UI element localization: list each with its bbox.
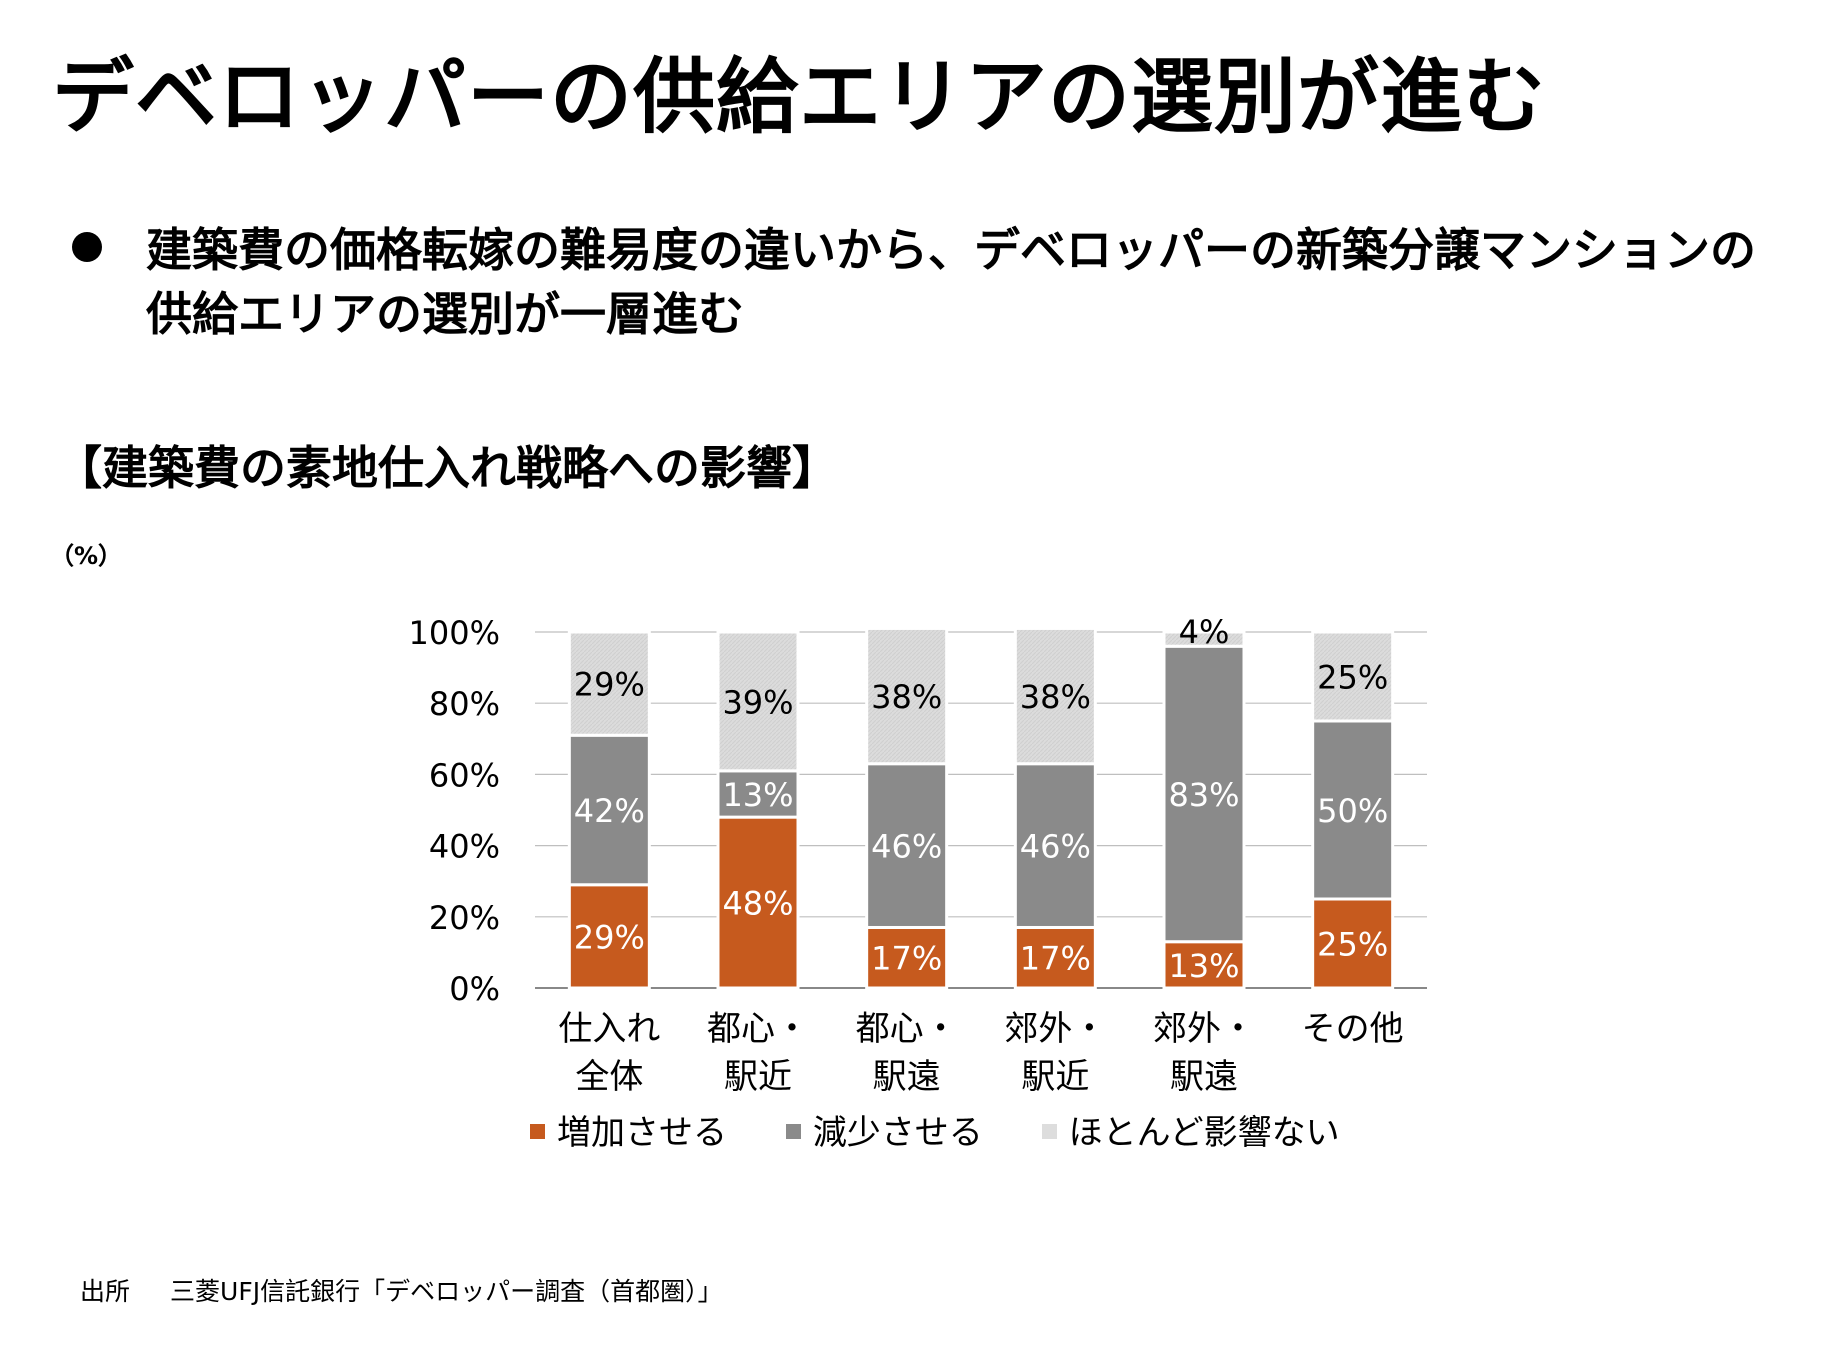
data-label: 38% [871,678,942,716]
y-tick-label: 100% [409,614,500,652]
category-label: 仕入れ [558,1009,660,1049]
data-label: 13% [722,776,793,814]
y-axis: 0% 20% 40% 60% 80% 100% [409,614,500,1008]
legend-label-increase: 増加させる [557,1113,727,1153]
category-label: 駅遠 [1170,1057,1238,1097]
category-label: 駅近 [1021,1057,1089,1097]
bar-segment-no-effect [1311,630,1395,723]
bar-segment-no-effect [1013,626,1097,766]
bar-segment-increase [716,815,800,990]
bar-segment-no-effect [567,630,651,737]
category-label: 都心・ [856,1009,958,1049]
category-label: 駅遠 [873,1057,941,1097]
source-note: 出所 三菱UFJ信託銀行「デベロッパー調査（首都圏）」 [80,1272,723,1308]
legend-swatch-decrease [785,1124,801,1139]
data-label: 29% [574,918,645,956]
legend-item-decrease: 減少させる [785,1105,983,1154]
category-label: 都心・ [707,1009,809,1049]
bar-segment-no-effect [865,626,949,766]
legend-item-no-effect: ほとんど影響ない [1041,1105,1340,1154]
bar-segment-decrease [1162,644,1246,944]
legend-label-no-effect: ほとんど影響ない [1068,1113,1340,1153]
data-label: 38% [1020,678,1091,716]
legend-item-increase: 増加させる [530,1105,727,1154]
bars: 29% 42% 29% 48% 13% 39% 17% 46% 38% 17% 46% 38% 13% 8… [567,613,1395,990]
data-label: 4% [1179,613,1230,651]
bullet-point: 建築費の価格転嫁の難易度の違いから、デベロッパーの新築分譲マンションの供給エリア… [72,218,1792,346]
data-label: 17% [871,940,942,978]
legend-swatch-no-effect [1041,1124,1057,1139]
page-title: デベロッパーの供給エリアの選別が進む [52,50,1547,145]
y-tick-label: 20% [429,899,500,937]
data-label: 42% [574,792,645,830]
grid-lines [535,631,1427,989]
data-label: 13% [1168,947,1239,985]
data-label: 39% [722,683,793,721]
bar-segment-no-effect [716,630,800,773]
category-label: 駅近 [724,1057,792,1097]
data-label: 46% [871,828,942,866]
chart-title: 【建築費の素地仕入れ戦略への影響】 [56,441,838,495]
category-label: 郊外・ [1153,1009,1255,1049]
bar-segment-decrease [1311,719,1395,901]
y-tick-label: 0% [449,970,500,1008]
data-label: 17% [1020,940,1091,978]
legend: 増加させる 減少させる ほとんど影響ない [530,1105,1388,1154]
data-label: 25% [1317,926,1388,964]
bullet-dot-icon [72,232,102,262]
category-label: その他 [1302,1009,1404,1049]
bar-segment-decrease [567,733,651,887]
source-text: 三菱UFJ信託銀行「デベロッパー調査（首都圏）」 [170,1277,723,1306]
data-label: 48% [722,885,793,923]
legend-label-decrease: 減少させる [812,1113,983,1153]
bar-segment-no-effect [1162,630,1246,648]
data-label: 46% [1020,828,1091,866]
data-label: 50% [1317,792,1388,830]
source-label: 出所 [80,1277,131,1306]
data-label: 29% [574,666,645,704]
legend-swatch-increase [530,1124,545,1139]
bar-segment-decrease [865,762,949,929]
unit-label: （%） [50,542,123,570]
bar-segment-decrease [716,769,800,819]
data-label: 83% [1168,776,1239,814]
y-tick-label: 60% [429,756,500,794]
y-tick-label: 80% [429,685,500,723]
category-label: 全体 [575,1057,643,1097]
bullet-text: 建築費の価格転嫁の難易度の違いから、デベロッパーの新築分譲マンションの供給エリア… [146,223,1756,341]
category-label: 郊外・ [1004,1009,1106,1049]
data-label: 25% [1317,659,1388,697]
y-tick-label: 40% [429,828,500,866]
